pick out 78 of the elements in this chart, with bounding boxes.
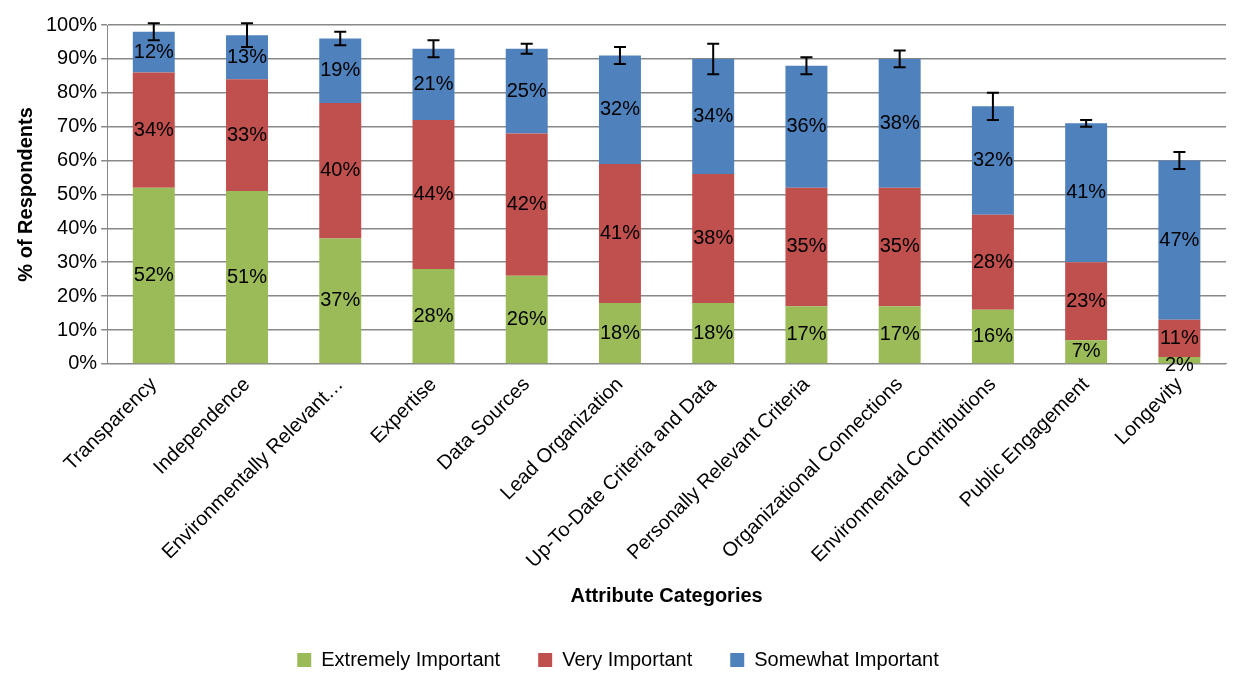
data-label: 7% xyxy=(1071,339,1101,362)
data-label: 35% xyxy=(786,234,827,257)
bar xyxy=(692,174,735,303)
data-label: 34% xyxy=(693,104,734,127)
y-tick-label: 10% xyxy=(57,317,98,340)
bar xyxy=(505,48,548,134)
bar xyxy=(412,269,455,364)
data-label: 32% xyxy=(599,97,641,120)
bar xyxy=(412,119,455,269)
legend-label: Extremely Important xyxy=(321,647,501,670)
bar xyxy=(226,191,268,364)
bar xyxy=(785,187,828,307)
data-label: 18% xyxy=(693,320,734,343)
data-label: 12% xyxy=(133,39,174,62)
y-tick-label: 50% xyxy=(57,181,98,204)
data-label: 25% xyxy=(506,78,547,101)
bar xyxy=(878,58,921,188)
data-label: 36% xyxy=(786,114,827,137)
y-tick-label: 70% xyxy=(57,114,98,137)
data-label: 42% xyxy=(506,192,547,215)
bar xyxy=(1158,160,1201,320)
data-label: 34% xyxy=(133,117,174,140)
data-label: 51% xyxy=(226,264,268,287)
data-label: 26% xyxy=(506,306,547,329)
data-label: 47% xyxy=(1159,227,1200,250)
bar xyxy=(692,58,735,175)
y-tick-label: 90% xyxy=(57,46,98,69)
data-label: 23% xyxy=(1066,288,1107,311)
legend-label: Somewhat Important xyxy=(754,647,940,670)
bar xyxy=(971,214,1014,310)
bar xyxy=(598,163,641,303)
bar xyxy=(1065,123,1108,263)
bar xyxy=(505,133,548,276)
x-axis-title: Attribute Categories xyxy=(570,583,763,606)
bar xyxy=(878,306,921,364)
data-label: 41% xyxy=(1066,180,1107,203)
data-label: 28% xyxy=(972,249,1014,272)
data-label: 52% xyxy=(133,262,174,285)
bar xyxy=(319,238,362,364)
legend-label: Very Important xyxy=(562,647,693,670)
y-tick-label: 60% xyxy=(57,148,98,171)
bar xyxy=(319,102,362,239)
bar xyxy=(505,275,548,364)
bar xyxy=(971,106,1014,215)
data-label: 2% xyxy=(1164,352,1195,375)
data-label: 32% xyxy=(972,148,1014,171)
bar xyxy=(1065,262,1108,341)
bar xyxy=(132,72,175,188)
data-label: 17% xyxy=(786,322,827,345)
bar xyxy=(878,187,921,307)
y-tick-label: 30% xyxy=(57,249,98,272)
data-label: 40% xyxy=(320,158,361,181)
y-tick-label: 0% xyxy=(68,351,98,374)
data-label: 11% xyxy=(1160,325,1199,348)
bar xyxy=(132,187,175,364)
data-label: 44% xyxy=(413,181,454,204)
data-label: 13% xyxy=(226,44,268,67)
data-label: 19% xyxy=(320,58,361,81)
y-tick-label: 100% xyxy=(46,12,98,35)
data-label: 38% xyxy=(693,226,734,249)
data-label: 17% xyxy=(879,322,920,345)
data-label: 28% xyxy=(413,303,454,326)
y-tick-label: 20% xyxy=(57,283,98,306)
data-label: 37% xyxy=(320,288,361,311)
data-label: 35% xyxy=(879,234,920,257)
y-tick-label: 80% xyxy=(57,80,98,103)
data-label: 38% xyxy=(879,110,920,133)
bar xyxy=(598,55,641,164)
y-axis-title: % of Respondents xyxy=(13,107,36,282)
data-label: 18% xyxy=(599,320,641,343)
bar xyxy=(785,306,828,364)
bar xyxy=(785,65,828,188)
data-label: 16% xyxy=(972,323,1014,346)
data-label: 33% xyxy=(226,122,268,145)
data-label: 21% xyxy=(413,71,454,94)
bar xyxy=(226,79,268,192)
data-label: 41% xyxy=(599,220,641,243)
y-tick-label: 40% xyxy=(57,215,98,238)
